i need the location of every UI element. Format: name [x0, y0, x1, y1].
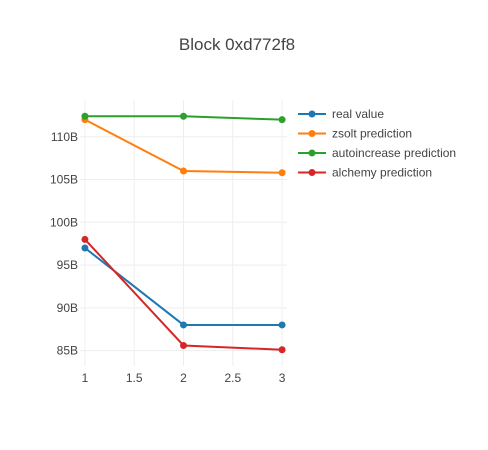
chart-title: Block 0xd772f8 — [179, 35, 295, 54]
y-tick-label: 85B — [57, 344, 78, 358]
data-point — [180, 112, 187, 120]
data-point — [81, 244, 89, 252]
legend: real value zsolt prediction autoincrease p… — [298, 107, 456, 180]
data-point — [180, 321, 187, 329]
y-tick-label: 95B — [57, 258, 78, 272]
data-point — [81, 112, 89, 120]
y-tick-label: 100B — [50, 215, 78, 229]
legend-label: zsolt prediction — [332, 127, 412, 141]
legend-label: real value — [332, 107, 384, 121]
legend-swatch-marker — [308, 149, 316, 157]
series-autoincrease-prediction — [81, 112, 286, 124]
legend-swatch-marker — [308, 169, 316, 176]
legend-item[interactable]: real value — [298, 107, 384, 121]
x-tick-label: 3 — [279, 371, 286, 385]
x-tick-label: 1.5 — [126, 371, 143, 385]
data-point — [278, 346, 286, 354]
x-tick-label: 2 — [180, 371, 187, 385]
legend-label: alchemy prediction — [332, 166, 432, 180]
data-point — [278, 321, 286, 329]
x-tick-label: 1 — [82, 371, 89, 385]
data-point — [278, 116, 286, 124]
x-tick-label: 2.5 — [224, 371, 241, 385]
y-tick-label: 105B — [50, 173, 78, 187]
data-point — [180, 341, 187, 349]
data-point — [278, 169, 286, 177]
legend-label: autoincrease prediction — [332, 146, 456, 160]
legend-item[interactable]: autoincrease prediction — [298, 146, 456, 160]
y-tick-label: 90B — [57, 301, 78, 315]
legend-swatch-marker — [308, 110, 316, 118]
legend-item[interactable]: alchemy prediction — [298, 166, 432, 180]
axis-ticks: 1 1.5 2 2.5 3 85B 90B 95B 100B 105B 110B — [50, 130, 286, 385]
data-point — [81, 235, 89, 243]
legend-item[interactable]: zsolt prediction — [298, 127, 412, 141]
data-point — [180, 167, 187, 175]
series-alchemy-prediction — [81, 235, 286, 354]
plot-area — [81, 112, 286, 354]
legend-swatch-marker — [308, 130, 316, 137]
y-tick-label: 110B — [51, 130, 78, 144]
